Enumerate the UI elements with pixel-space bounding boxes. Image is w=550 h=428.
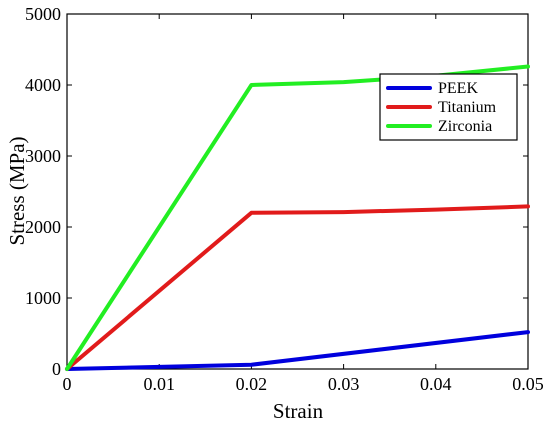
legend: PEEK Titanium Zirconia	[379, 73, 518, 141]
x-tick-label: 0.04	[420, 374, 452, 394]
y-axis-ticks: 0 1000 2000 3000 4000 5000	[25, 4, 528, 379]
legend-label-peek: PEEK	[438, 80, 478, 97]
series-line-zirconia	[65, 64, 530, 371]
plot-area	[66, 13, 529, 370]
y-axis-title: Stress (MPa)	[5, 136, 29, 245]
y-tick-label: 4000	[25, 75, 61, 95]
x-axis-title: Strain	[273, 399, 324, 423]
y-tick-label: 2000	[25, 217, 61, 237]
y-tick-label: 0	[52, 359, 61, 379]
x-axis-ticks: 0 0.01 0.02 0.03 0.04 0.05	[63, 14, 544, 394]
x-tick-label: 0.01	[143, 374, 175, 394]
series-layer	[65, 64, 530, 371]
series-line-peek	[65, 330, 530, 371]
y-tick-label: 5000	[25, 4, 61, 24]
x-tick-label: 0.03	[328, 374, 360, 394]
series-line-titanium	[65, 204, 530, 371]
legend-label-zirconia: Zirconia	[438, 118, 492, 135]
x-tick-label: 0.05	[512, 374, 544, 394]
legend-label-titanium: Titanium	[438, 99, 497, 116]
x-tick-label: 0.02	[236, 374, 268, 394]
y-tick-label: 3000	[25, 146, 61, 166]
y-tick-label: 1000	[25, 288, 61, 308]
plot-frame	[66, 13, 529, 370]
x-tick-label: 0	[63, 374, 72, 394]
